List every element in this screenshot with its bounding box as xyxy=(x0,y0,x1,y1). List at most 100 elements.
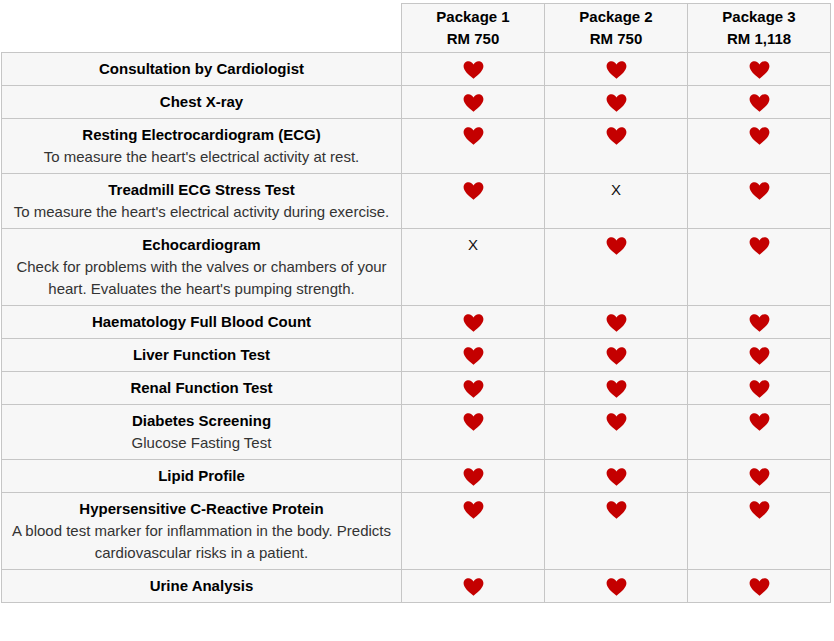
included-heart-cell xyxy=(688,493,831,570)
package-3-name: Package 3 xyxy=(692,6,826,28)
heart-icon xyxy=(748,313,771,333)
test-label-cell: Treadmill ECG Stress TestTo measure the … xyxy=(2,174,402,229)
test-title: Consultation by Cardiologist xyxy=(10,58,393,80)
heart-icon xyxy=(462,93,485,113)
test-label-cell: Liver Function Test xyxy=(2,339,402,372)
included-heart-cell xyxy=(545,460,688,493)
included-heart-cell xyxy=(688,174,831,229)
package-3-price: RM 1,118 xyxy=(692,28,826,50)
corner-blank-cell xyxy=(2,4,402,53)
table-row: Hypersensitive C-Reactive ProteinA blood… xyxy=(2,493,831,570)
heart-icon xyxy=(605,93,628,113)
included-heart-cell xyxy=(688,306,831,339)
included-heart-cell xyxy=(402,86,545,119)
package-1-header: Package 1 RM 750 xyxy=(402,4,545,53)
heart-icon xyxy=(748,236,771,256)
heart-icon xyxy=(462,346,485,366)
included-heart-cell xyxy=(545,119,688,174)
included-heart-cell xyxy=(688,460,831,493)
package-2-header: Package 2 RM 750 xyxy=(545,4,688,53)
heart-icon xyxy=(748,467,771,487)
table-row: Haematology Full Blood Count xyxy=(2,306,831,339)
included-heart-cell xyxy=(688,570,831,603)
heart-icon xyxy=(605,412,628,432)
test-description: A blood test marker for inflammation in … xyxy=(10,520,393,564)
included-heart-cell xyxy=(688,53,831,86)
test-title: Haematology Full Blood Count xyxy=(10,311,393,333)
included-heart-cell xyxy=(402,372,545,405)
test-title: Liver Function Test xyxy=(10,344,393,366)
heart-icon xyxy=(462,60,485,80)
heart-icon xyxy=(462,313,485,333)
included-heart-cell xyxy=(688,119,831,174)
table-row: Treadmill ECG Stress TestTo measure the … xyxy=(2,174,831,229)
table-row: Renal Function Test xyxy=(2,372,831,405)
package-3-header: Package 3 RM 1,118 xyxy=(688,4,831,53)
included-heart-cell xyxy=(402,119,545,174)
included-heart-cell xyxy=(545,405,688,460)
test-label-cell: Urine Analysis xyxy=(2,570,402,603)
test-title: Chest X-ray xyxy=(10,91,393,113)
heart-icon xyxy=(605,60,628,80)
test-description: Glucose Fasting Test xyxy=(10,432,393,454)
included-heart-cell xyxy=(545,53,688,86)
heart-icon xyxy=(748,126,771,146)
package-table-body: Consultation by Cardiologist Chest X-ray R… xyxy=(2,53,831,603)
heart-icon xyxy=(462,379,485,399)
test-label-cell: EchocardiogramCheck for problems with th… xyxy=(2,229,402,306)
included-heart-cell xyxy=(545,229,688,306)
heart-icon xyxy=(462,126,485,146)
package-2-price: RM 750 xyxy=(549,28,683,50)
test-title: Treadmill ECG Stress Test xyxy=(10,179,393,201)
test-label-cell: Hypersensitive C-Reactive ProteinA blood… xyxy=(2,493,402,570)
included-heart-cell xyxy=(402,339,545,372)
table-row: EchocardiogramCheck for problems with th… xyxy=(2,229,831,306)
heart-icon xyxy=(605,236,628,256)
included-heart-cell xyxy=(402,493,545,570)
package-comparison-table: Package 1 RM 750 Package 2 RM 750 Packag… xyxy=(1,3,831,603)
heart-icon xyxy=(748,577,771,597)
table-row: Lipid Profile xyxy=(2,460,831,493)
included-heart-cell xyxy=(688,86,831,119)
heart-icon xyxy=(748,93,771,113)
test-label-cell: Resting Electrocardiogram (ECG)To measur… xyxy=(2,119,402,174)
included-heart-cell xyxy=(545,570,688,603)
test-title: Renal Function Test xyxy=(10,377,393,399)
heart-icon xyxy=(462,577,485,597)
heart-icon xyxy=(462,500,485,520)
test-title: Hypersensitive C-Reactive Protein xyxy=(10,498,393,520)
test-title: Diabetes Screening xyxy=(10,410,393,432)
table-row: Resting Electrocardiogram (ECG)To measur… xyxy=(2,119,831,174)
included-heart-cell xyxy=(402,460,545,493)
test-title: Lipid Profile xyxy=(10,465,393,487)
test-label-cell: Lipid Profile xyxy=(2,460,402,493)
test-label-cell: Renal Function Test xyxy=(2,372,402,405)
test-label-cell: Chest X-ray xyxy=(2,86,402,119)
heart-icon xyxy=(748,412,771,432)
heart-icon xyxy=(605,467,628,487)
test-title: Echocardiogram xyxy=(10,234,393,256)
heart-icon xyxy=(748,500,771,520)
heart-icon xyxy=(748,379,771,399)
included-heart-cell xyxy=(688,372,831,405)
included-heart-cell xyxy=(545,493,688,570)
test-description: To measure the heart's electrical activi… xyxy=(10,201,393,223)
included-heart-cell xyxy=(545,339,688,372)
test-title: Resting Electrocardiogram (ECG) xyxy=(10,124,393,146)
heart-icon xyxy=(605,500,628,520)
heart-icon xyxy=(748,346,771,366)
package-2-name: Package 2 xyxy=(549,6,683,28)
included-heart-cell xyxy=(688,229,831,306)
included-heart-cell xyxy=(688,339,831,372)
header-row: Package 1 RM 750 Package 2 RM 750 Packag… xyxy=(2,4,831,53)
included-heart-cell xyxy=(402,53,545,86)
test-title: Urine Analysis xyxy=(10,575,393,597)
package-1-price: RM 750 xyxy=(406,28,540,50)
test-description: To measure the heart's electrical activi… xyxy=(10,146,393,168)
included-heart-cell xyxy=(402,405,545,460)
test-label-cell: Consultation by Cardiologist xyxy=(2,53,402,86)
not-included-x-cell: X xyxy=(545,174,688,229)
heart-icon xyxy=(748,181,771,201)
package-1-name: Package 1 xyxy=(406,6,540,28)
test-label-cell: Diabetes ScreeningGlucose Fasting Test xyxy=(2,405,402,460)
